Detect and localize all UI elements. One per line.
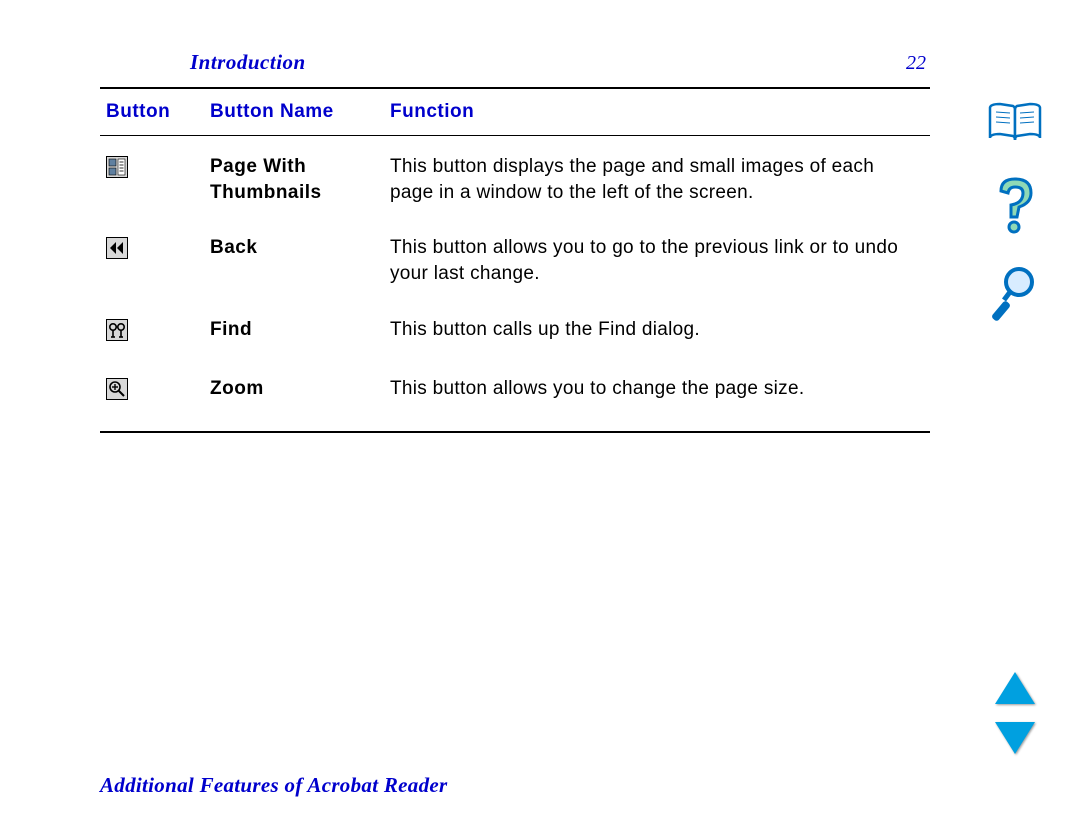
table-row: Zoom This button allows you to change th… xyxy=(100,366,930,425)
column-header-name: Button Name xyxy=(210,101,390,123)
page-number: 22 xyxy=(906,52,926,75)
search-icon[interactable] xyxy=(991,264,1039,329)
button-name: Page With Thumbnails xyxy=(210,154,390,205)
button-icon-cell xyxy=(100,235,210,264)
button-name: Back xyxy=(210,235,390,261)
table-row: Find This button calls up the Find dialo… xyxy=(100,307,930,366)
button-icon-cell xyxy=(100,317,210,346)
button-name: Zoom xyxy=(210,376,390,402)
button-function: This button allows you to go to the prev… xyxy=(390,235,930,286)
button-name: Find xyxy=(210,317,390,343)
rule-top xyxy=(100,87,930,89)
rule-bottom xyxy=(100,431,930,433)
footer-title: Additional Features of Acrobat Reader xyxy=(100,773,448,798)
button-icon-cell xyxy=(100,154,210,183)
table-row: Page With Thumbnails This button display… xyxy=(100,144,930,225)
section-title: Introduction xyxy=(190,50,306,75)
next-page-button[interactable] xyxy=(995,722,1035,754)
table-row: Back This button allows you to go to the… xyxy=(100,225,930,306)
button-function: This button calls up the Find dialog. xyxy=(390,317,930,343)
book-icon[interactable] xyxy=(986,100,1044,151)
document-page: Introduction 22 Button Button Name Funct… xyxy=(100,50,930,441)
page-header: Introduction 22 xyxy=(100,50,930,81)
page-thumbnails-icon xyxy=(106,156,128,178)
help-icon[interactable] xyxy=(991,175,1039,240)
help-sidebar xyxy=(980,100,1050,329)
column-header-button: Button xyxy=(100,101,210,123)
prev-page-button[interactable] xyxy=(995,672,1035,704)
column-header-function: Function xyxy=(390,101,930,123)
table-header-row: Button Button Name Function xyxy=(100,97,930,129)
zoom-icon xyxy=(106,378,128,400)
back-icon xyxy=(106,237,128,259)
button-icon-cell xyxy=(100,376,210,405)
button-function: This button allows you to change the pag… xyxy=(390,376,930,402)
rule-header xyxy=(100,135,930,136)
page-nav xyxy=(990,672,1040,754)
button-function: This button displays the page and small … xyxy=(390,154,930,205)
find-icon xyxy=(106,319,128,341)
